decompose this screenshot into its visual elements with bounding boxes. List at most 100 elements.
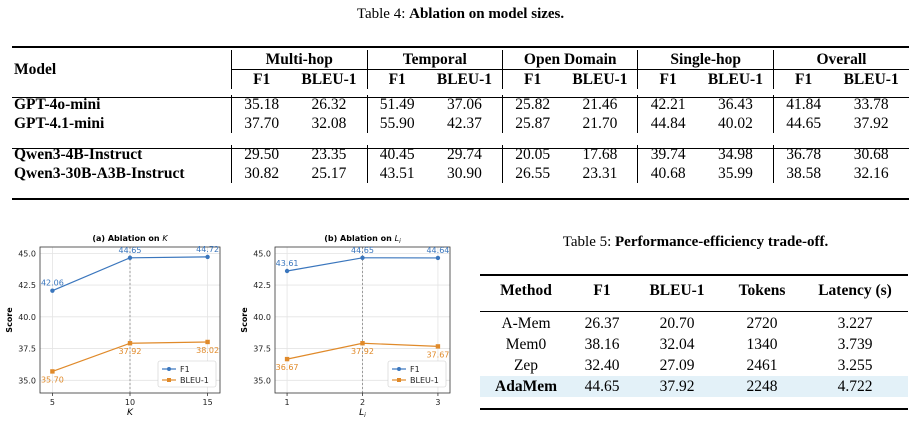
table4-group-header: Open Domain	[501, 50, 638, 70]
y-tick-label: 37.5	[18, 345, 36, 354]
table-cell: 2461	[746, 357, 778, 374]
table-cell: 17.68	[582, 146, 618, 163]
data-point	[50, 288, 55, 293]
table-cell: 41.84	[772, 95, 834, 114]
table-cell: 29.50	[231, 145, 292, 164]
table-row-highlighted: AdaMem 44.65 37.92 2248 4.722	[480, 376, 908, 397]
table5-header: Tokens	[738, 282, 786, 299]
plot-frame	[39, 246, 221, 394]
table-row: Mem0 38.16 32.04 1340 3.739	[480, 334, 908, 355]
data-label: 44.65	[351, 246, 374, 255]
table-cell: 32.16	[853, 165, 889, 182]
x-tick-label: 1	[285, 398, 290, 407]
table4-subheader: BLEU-1	[436, 71, 492, 88]
table4-subheader: F1	[501, 69, 563, 89]
table-row: GPT-4o-mini 35.18 26.32 51.49 37.06 25.8…	[12, 95, 909, 114]
table5-header: Method	[500, 282, 552, 299]
table4-group-header: Overall	[772, 50, 909, 70]
table-cell: 40.68	[637, 164, 698, 183]
table-row: Qwen3-4B-Instruct 29.50 23.35 40.45 29.7…	[12, 145, 909, 164]
table-cell: 44.84	[637, 114, 698, 133]
legend-marker	[397, 378, 401, 382]
table4-caption-title: Ablation on model sizes.	[409, 6, 565, 22]
table-cell: 43.51	[366, 164, 427, 183]
model-name: Qwen3-30B-A3B-Instruct	[14, 165, 185, 182]
y-tick-label: 35.0	[18, 376, 36, 385]
ablation-k-chart: (a) Ablation on K 35.0 37.5 40.0 42.5 45.0 5 10…	[5, 234, 221, 418]
table5-header: F1	[593, 282, 611, 299]
chart-title: (b) Ablation on Li	[324, 234, 401, 245]
data-point	[205, 339, 210, 345]
table-row: Zep 32.40 27.09 2461 3.255	[480, 355, 908, 376]
table-cell: 29.74	[446, 146, 482, 163]
y-axis-label: Score	[240, 307, 249, 333]
table-cell: 32.08	[311, 115, 347, 132]
table-cell: 44.65	[772, 114, 834, 133]
x-tick-label: 2	[360, 398, 365, 407]
data-point	[284, 268, 290, 274]
y-tick-label: 42.5	[18, 281, 36, 290]
table-cell: 39.74	[637, 145, 698, 164]
table-cell: 33.78	[853, 96, 889, 113]
table-cell: 38.16	[584, 336, 620, 353]
table-cell: 37.92	[632, 376, 722, 397]
data-point	[435, 255, 441, 261]
table-row: Qwen3-30B-A3B-Instruct 30.82 25.17 43.51…	[12, 164, 909, 183]
table-cell: 38.58	[772, 164, 834, 183]
table-cell: 2720	[746, 315, 778, 332]
table-cell: 20.05	[501, 145, 563, 164]
data-point	[360, 255, 365, 260]
table-cell: 55.90	[366, 114, 427, 133]
table-cell: 23.31	[582, 165, 618, 182]
table-cell: 35.99	[717, 165, 753, 182]
table4-subheader: BLEU-1	[843, 71, 899, 88]
table-cell: 32.40	[584, 357, 620, 374]
table-cell: 40.02	[717, 115, 753, 132]
table-cell: 51.49	[366, 95, 427, 114]
table-cell: 35.18	[231, 95, 292, 114]
method-name: AdaMem	[480, 376, 572, 397]
table-cell: 3.255	[837, 357, 873, 374]
table-cell: 3.227	[837, 315, 873, 332]
table4-subheader: F1	[366, 69, 427, 89]
data-label: 37.92	[351, 347, 374, 356]
table4-subheader: F1	[637, 69, 698, 89]
data-label: 38.02	[196, 346, 219, 355]
chart-title: (a) Ablation on K	[92, 234, 168, 243]
table-cell: 36.78	[772, 145, 834, 164]
ablation-li-chart: (b) Ablation on Li 35.0 37.5 40.0 42.5 45.0 1 2…	[240, 234, 451, 419]
table-cell: 42.21	[637, 95, 698, 114]
table-cell: 25.17	[311, 165, 347, 182]
data-label: 35.70	[41, 375, 64, 384]
legend-marker	[397, 367, 401, 371]
table-cell: 32.04	[659, 336, 695, 353]
table4-group-rule	[12, 148, 909, 149]
method-name: Mem0	[505, 336, 547, 353]
table-cell: 4.722	[802, 376, 908, 397]
data-point	[127, 255, 133, 260]
table4-top-rule	[12, 46, 909, 48]
table4-group-header: Multi-hop	[231, 50, 367, 70]
x-tick-label: 15	[202, 398, 212, 407]
table5-caption-prefix: Table 5:	[562, 234, 616, 250]
table-cell: 42.37	[446, 115, 482, 132]
x-tick-label: 10	[125, 398, 135, 407]
table5-header: Latency (s)	[818, 282, 892, 299]
data-label: 44.72	[196, 245, 219, 254]
data-point	[435, 344, 441, 349]
table-cell: 21.70	[582, 115, 618, 132]
table-cell: 30.90	[446, 165, 482, 182]
table5-bottom-rule	[480, 408, 908, 410]
table-cell: 37.92	[853, 115, 889, 132]
y-tick-label: 42.5	[253, 281, 271, 290]
table-row: A-Mem 26.37 20.70 2720 3.227	[480, 313, 908, 334]
table5-header: BLEU-1	[649, 282, 705, 299]
legend-label: F1	[410, 365, 420, 374]
legend-label: F1	[180, 365, 190, 374]
table-cell: 30.82	[231, 164, 292, 183]
table-cell: 23.35	[311, 146, 347, 163]
data-point	[205, 254, 210, 260]
table4-subheader: F1	[772, 69, 834, 89]
table-cell: 26.32	[311, 96, 347, 113]
table4-header-rule	[12, 97, 909, 98]
